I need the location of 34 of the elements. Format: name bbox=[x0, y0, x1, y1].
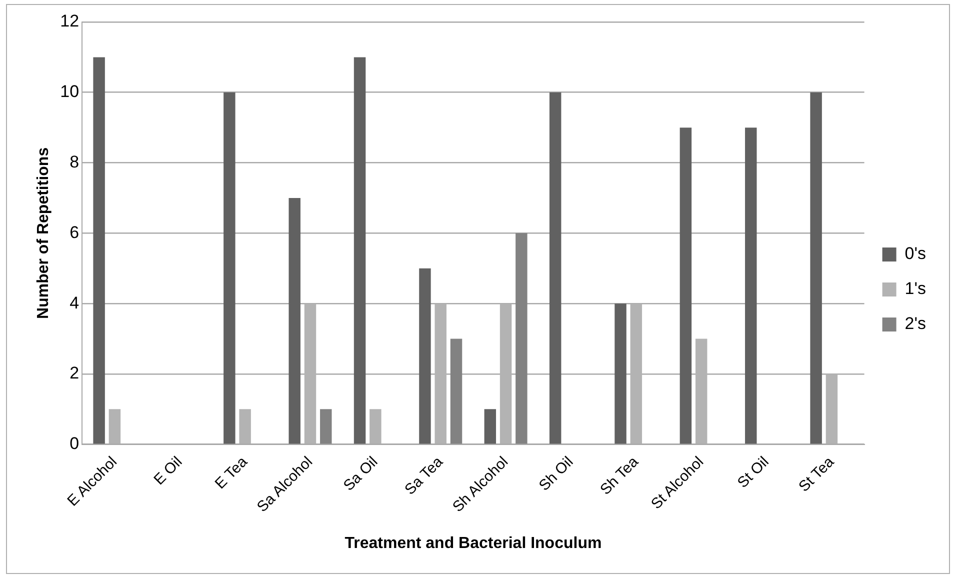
bar bbox=[549, 92, 562, 444]
y-tick-label: 12 bbox=[60, 12, 80, 31]
y-tick-label: 2 bbox=[70, 364, 80, 383]
bar bbox=[680, 128, 692, 444]
x-tick-label: Sa Tea bbox=[402, 453, 447, 498]
x-tick-label: St Oil bbox=[734, 453, 772, 492]
legend-label: 2's bbox=[904, 314, 926, 334]
x-tick-label: Sh Oil bbox=[536, 453, 577, 494]
y-tick-label: 0 bbox=[70, 434, 80, 454]
x-axis-title: Treatment and Bacterial Inoculum bbox=[344, 534, 602, 552]
bar bbox=[484, 409, 496, 444]
x-tick-label: Sa Oil bbox=[340, 453, 382, 494]
bar bbox=[224, 92, 236, 444]
legend-label: 1's bbox=[904, 279, 926, 298]
y-tick-label: 8 bbox=[70, 152, 80, 172]
x-tick-label: E Oil bbox=[150, 453, 186, 488]
y-tick-label: 6 bbox=[70, 222, 80, 242]
bar bbox=[516, 233, 528, 444]
x-tick-label: St Tea bbox=[796, 453, 838, 496]
bar bbox=[354, 57, 366, 444]
bar bbox=[614, 304, 626, 444]
bar bbox=[288, 198, 300, 444]
x-tick-label: E Tea bbox=[212, 453, 252, 492]
bar bbox=[810, 92, 822, 444]
y-tick-label: 10 bbox=[60, 82, 80, 102]
legend-label: 0's bbox=[904, 244, 926, 264]
y-tick-label: 4 bbox=[70, 293, 80, 312]
bar bbox=[93, 57, 105, 444]
bar bbox=[450, 338, 462, 444]
bar bbox=[419, 268, 431, 444]
bar bbox=[320, 409, 332, 444]
bar bbox=[745, 128, 757, 444]
x-tick-label: Sh Tea bbox=[597, 453, 642, 498]
y-axis-title: Number of Repetitions bbox=[35, 147, 52, 319]
